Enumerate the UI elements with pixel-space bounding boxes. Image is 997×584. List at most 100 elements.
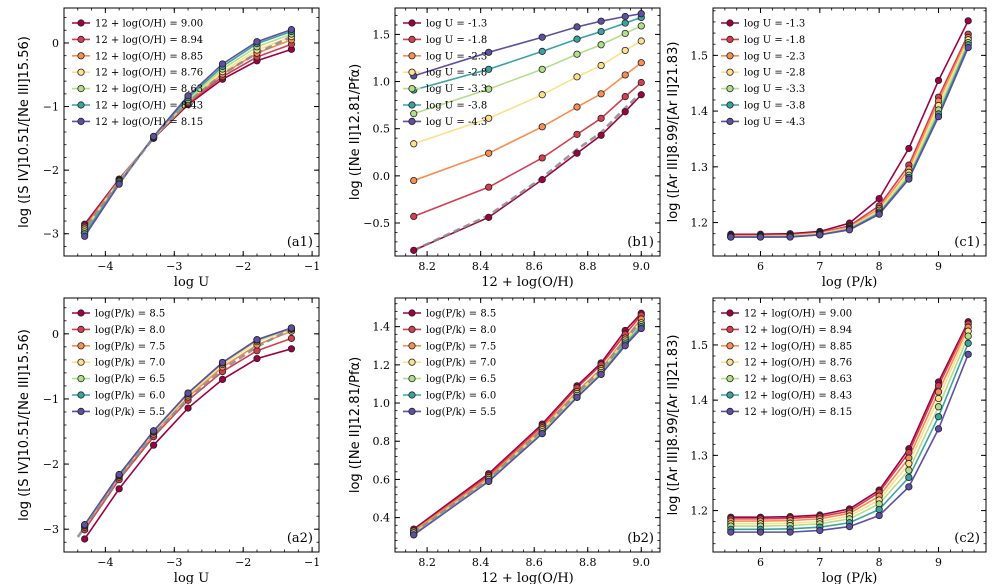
legend-label: 12 + log(O/H) = 9.00: [95, 19, 203, 30]
panel-tag: (b2): [627, 531, 654, 546]
x-tick-label: 8.8: [579, 556, 597, 569]
data-point: [905, 483, 913, 491]
data-point: [485, 65, 493, 73]
x-tick-label: 7: [816, 260, 823, 273]
data-point: [621, 12, 629, 21]
data-point: [538, 91, 546, 99]
fit-line: [80, 35, 292, 235]
legend-marker: [408, 85, 416, 93]
data-point: [637, 10, 645, 18]
x-tick-label: 8.2: [418, 260, 436, 273]
y-axis-label: log ([Ar III]8.99/[Ar II]21.83): [666, 42, 681, 223]
axes-frame: [394, 7, 661, 257]
axes-frame: [394, 297, 661, 553]
y-tick-label: 0.8: [373, 435, 391, 448]
data-point: [964, 350, 972, 358]
y-axis-label: log ([S IV]10.51/[Ne III]15.56): [17, 36, 32, 228]
legend-label: log U = -3.8: [744, 101, 805, 112]
legend-label: log(P/k) = 8.5: [426, 309, 496, 320]
x-tick-label: 8.4: [472, 260, 490, 273]
data-point: [621, 29, 629, 38]
legend-marker: [726, 325, 734, 333]
data-point: [597, 114, 605, 122]
legend-label: 12 + log(O/H) = 8.63: [744, 374, 852, 385]
legend-label: log U = -3.3: [744, 84, 805, 95]
legend-marker: [726, 52, 734, 60]
data-point: [934, 382, 943, 390]
data-point: [485, 48, 493, 56]
data-point: [845, 522, 854, 531]
legend-marker: [408, 325, 416, 333]
legend-label: log U = -3.3: [426, 84, 487, 95]
legend-label: log U = -1.3: [744, 19, 805, 30]
data-point: [786, 233, 794, 241]
legend-marker: [408, 19, 416, 27]
series-line: [730, 33, 969, 237]
data-point: [410, 110, 418, 118]
data-point: [621, 342, 629, 350]
x-tick-label: −1: [304, 556, 320, 569]
legend-label: 12 + log(O/H) = 8.85: [744, 341, 852, 352]
data-point: [875, 210, 883, 218]
data-point: [115, 470, 123, 479]
y-tick-label: −1: [43, 101, 59, 114]
legend-marker: [77, 68, 85, 76]
y-axis-label: log ([S IV]10.51/[Ne III]15.56): [17, 329, 32, 521]
data-point: [184, 389, 192, 397]
data-point: [621, 108, 629, 116]
data-point: [621, 46, 629, 55]
x-tick-label: 9: [935, 260, 942, 273]
x-tick-label: 8.2: [418, 556, 436, 569]
panel-tag: (a1): [287, 235, 313, 250]
legend-marker: [77, 407, 85, 415]
data-point: [538, 123, 546, 131]
x-tick-label: −2: [235, 260, 251, 273]
data-point: [149, 441, 158, 449]
data-point: [597, 131, 605, 139]
data-point: [637, 78, 645, 87]
data-point: [597, 17, 605, 25]
data-point: [964, 43, 972, 52]
x-axis-label: log (P/k): [822, 275, 878, 290]
data-point: [573, 23, 581, 31]
y-tick-label: 0: [52, 328, 59, 341]
data-point: [81, 521, 89, 529]
legend-marker: [726, 85, 734, 93]
data-point: [538, 47, 546, 55]
y-tick-label: 1.5: [373, 28, 391, 41]
data-point: [597, 370, 605, 378]
legend-marker: [408, 35, 416, 44]
data-point: [410, 212, 418, 220]
legend-marker: [726, 101, 734, 109]
y-tick-label: −0.5: [363, 217, 390, 230]
y-tick-label: 1.2: [373, 359, 391, 372]
legend-marker: [408, 407, 416, 415]
x-tick-label: −1: [304, 260, 320, 273]
y-tick-label: 1.4: [691, 394, 709, 407]
x-tick-label: 6: [757, 260, 764, 273]
y-tick-label: 0.4: [373, 512, 391, 525]
legend-label: log(P/k) = 8.0: [426, 325, 496, 336]
data-point: [218, 358, 227, 367]
x-tick-label: −3: [166, 556, 182, 569]
x-tick-label: 8: [876, 260, 883, 273]
plot-area: [410, 309, 645, 539]
legend-marker: [77, 374, 85, 383]
data-point: [621, 93, 629, 101]
data-point: [218, 60, 227, 68]
legend-label: 12 + log(O/H) = 8.15: [95, 117, 203, 128]
y-tick-label: 1.4: [373, 321, 391, 334]
data-point: [410, 140, 418, 148]
legend-label: 12 + log(O/H) = 8.43: [95, 101, 203, 112]
legend-marker: [726, 68, 734, 76]
data-point: [218, 375, 227, 384]
legend-label: log U = -2.8: [744, 68, 805, 79]
y-tick-label: 1.2: [691, 217, 709, 230]
x-axis-label: 12 + log(O/H): [481, 571, 574, 584]
legend-marker: [726, 309, 734, 317]
y-tick-label: 1.3: [691, 449, 709, 462]
legend-label: 12 + log(O/H) = 8.76: [95, 68, 203, 79]
data-point: [253, 354, 261, 363]
legend-label: 12 + log(O/H) = 8.63: [95, 84, 203, 95]
